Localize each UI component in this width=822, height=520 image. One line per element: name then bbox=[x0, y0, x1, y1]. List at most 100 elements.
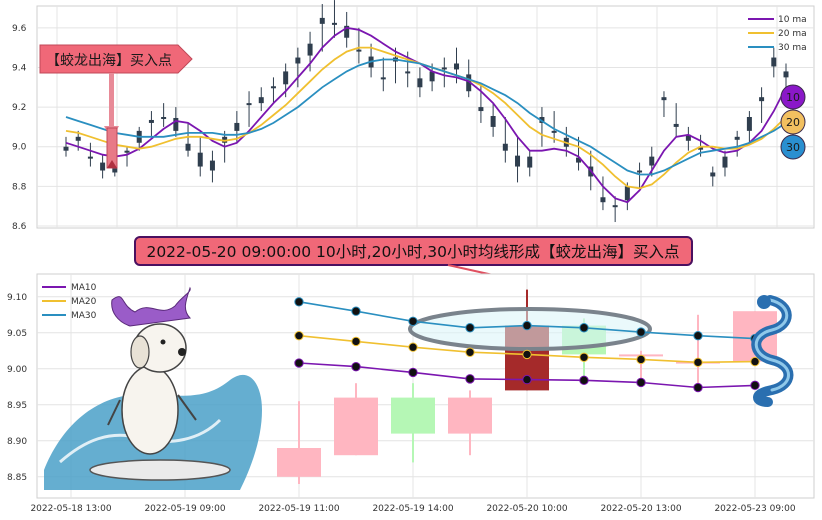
top-candle-body bbox=[515, 155, 521, 167]
bottom-point-ma20 bbox=[579, 352, 589, 362]
top-candle-body bbox=[502, 143, 508, 151]
top-y-tick-label: 9.0 bbox=[12, 143, 27, 153]
top-candle-body bbox=[209, 160, 215, 171]
top-candle-body bbox=[185, 143, 191, 151]
top-candle-body bbox=[685, 134, 691, 141]
bottom-y-tick-label: 8.95 bbox=[7, 401, 27, 411]
bottom-point-ma20 bbox=[693, 357, 703, 368]
bottom-point-ma20 bbox=[294, 330, 304, 341]
blue-dragon-image bbox=[751, 295, 794, 407]
top-y-tick-label: 8.6 bbox=[12, 222, 27, 232]
bottom-y-ticks: 9.10 9.05 9.00 8.95 8.90 8.85 bbox=[7, 293, 27, 483]
bottom-y-tick-label: 9.10 bbox=[7, 293, 27, 303]
top-candle-body bbox=[673, 123, 679, 127]
top-candle-body bbox=[734, 136, 740, 140]
top-candle-body bbox=[746, 117, 752, 131]
bottom-legend: MA10 MA20 MA30 bbox=[42, 283, 97, 321]
top-candle-body bbox=[319, 17, 325, 24]
top-ma-lines bbox=[65, 26, 787, 204]
legend-label-ma20: MA20 bbox=[71, 297, 97, 307]
top-panel: 9.6 9.4 9.2 9.0 8.8 8.6 10 ma 20 ma 30 ma 【蛟龙… bbox=[12, 0, 815, 232]
top-candle-body bbox=[417, 78, 423, 88]
top-y-ticks: 9.6 9.4 9.2 9.0 8.8 8.6 bbox=[12, 24, 27, 232]
bottom-point-ma20 bbox=[351, 336, 361, 347]
dog-ear bbox=[130, 335, 150, 369]
surfboard bbox=[89, 459, 231, 481]
bottom-point-ma30 bbox=[465, 323, 475, 333]
top-candle-body bbox=[405, 71, 411, 74]
ma-badges: 10 20 30 bbox=[780, 84, 806, 160]
top-candle-body bbox=[222, 136, 228, 143]
top-candle-body bbox=[722, 156, 728, 168]
bottom-x-ticks: 2022-05-18 13:00 2022-05-19 09:00 2022-05-… bbox=[30, 504, 795, 514]
signal-callout: 【蛟龙出海】买入点 bbox=[39, 44, 193, 169]
bottom-point-ma10 bbox=[408, 367, 418, 378]
bottom-point-ma30 bbox=[579, 323, 589, 333]
badge-30-label: 30 bbox=[786, 141, 800, 154]
banner-box bbox=[134, 236, 693, 266]
top-candle-body bbox=[380, 77, 386, 80]
bottom-candle-body bbox=[391, 397, 435, 434]
top-candle-body bbox=[246, 103, 252, 106]
top-candle-body bbox=[649, 156, 655, 166]
top-candle-body bbox=[100, 162, 106, 171]
top-candle-body bbox=[771, 57, 777, 67]
top-candle-body bbox=[356, 49, 362, 52]
top-candle-body bbox=[600, 197, 606, 203]
top-candle-body bbox=[234, 122, 240, 131]
bottom-point-ma10 bbox=[522, 374, 532, 385]
signal-arrow-banner bbox=[39, 44, 193, 74]
top-candle-body bbox=[576, 157, 582, 163]
bottom-x-tick-label: 2022-05-20 13:00 bbox=[600, 504, 681, 514]
bottom-candle-body bbox=[334, 397, 378, 456]
top-y-tick-label: 8.8 bbox=[12, 182, 27, 192]
bottom-point-ma20 bbox=[636, 354, 646, 365]
bottom-y-tick-label: 9.00 bbox=[7, 365, 27, 375]
top-candle-body bbox=[331, 22, 337, 25]
top-y-tick-label: 9.2 bbox=[12, 103, 26, 113]
top-candle-body bbox=[759, 97, 765, 102]
top-legend: 10 ma 20 ma 30 ma bbox=[748, 15, 807, 53]
bottom-x-tick-label: 2022-05-19 14:00 bbox=[372, 504, 453, 514]
top-line-10ma bbox=[65, 26, 787, 204]
legend-label-10ma: 10 ma bbox=[778, 15, 807, 25]
dog-eye bbox=[160, 339, 166, 345]
top-candle-body bbox=[197, 152, 203, 167]
top-candle-body bbox=[258, 97, 264, 104]
signal-up-triangle bbox=[107, 160, 117, 168]
dog-nose bbox=[178, 348, 186, 356]
bottom-x-tick-label: 2022-05-23 09:00 bbox=[714, 504, 795, 514]
top-plot-frame bbox=[36, 5, 815, 229]
badge-10-label: 10 bbox=[786, 91, 800, 104]
top-candle-body bbox=[173, 117, 179, 131]
bottom-y-tick-label: 8.90 bbox=[7, 437, 27, 447]
top-gridlines bbox=[37, 6, 814, 228]
legend-label-ma30: MA30 bbox=[71, 311, 97, 321]
bottom-x-tick-label: 2022-05-19 11:00 bbox=[258, 504, 339, 514]
signal-banner: 2022-05-20 09:00:00 10小时,20小时,30小时均线形成【蛟… bbox=[134, 236, 693, 284]
bottom-point-ma30 bbox=[408, 316, 418, 326]
top-candle-body bbox=[441, 67, 447, 70]
badge-20-label: 20 bbox=[786, 116, 800, 129]
top-candle-body bbox=[124, 150, 130, 153]
top-candle-body bbox=[466, 74, 472, 92]
top-candle-body bbox=[624, 186, 630, 201]
top-candle-body bbox=[661, 97, 667, 101]
top-candle-body bbox=[710, 172, 716, 177]
bottom-x-tick-label: 2022-05-20 10:00 bbox=[486, 504, 567, 514]
bottom-point-ma10 bbox=[294, 358, 304, 368]
top-candle-body bbox=[612, 205, 618, 208]
top-candle-body bbox=[551, 130, 557, 133]
top-y-tick-label: 9.4 bbox=[12, 63, 27, 73]
bottom-point-ma10 bbox=[351, 361, 361, 372]
top-candle-body bbox=[75, 136, 81, 141]
bottom-point-ma30 bbox=[522, 320, 532, 331]
top-y-tick-label: 9.6 bbox=[12, 24, 27, 34]
bottom-panel: 9.10 9.05 9.00 8.95 8.90 8.85 2022-05-18 13:0… bbox=[7, 273, 815, 514]
legend-label-30ma: 30 ma bbox=[778, 43, 807, 53]
banner-text: 2022-05-20 09:00:00 10小时,20小时,30小时均线形成【蛟… bbox=[146, 243, 679, 261]
top-candle-body bbox=[698, 146, 704, 150]
top-candle-body bbox=[344, 25, 350, 38]
top-candle-body bbox=[295, 57, 301, 64]
top-candle-body bbox=[161, 117, 167, 119]
